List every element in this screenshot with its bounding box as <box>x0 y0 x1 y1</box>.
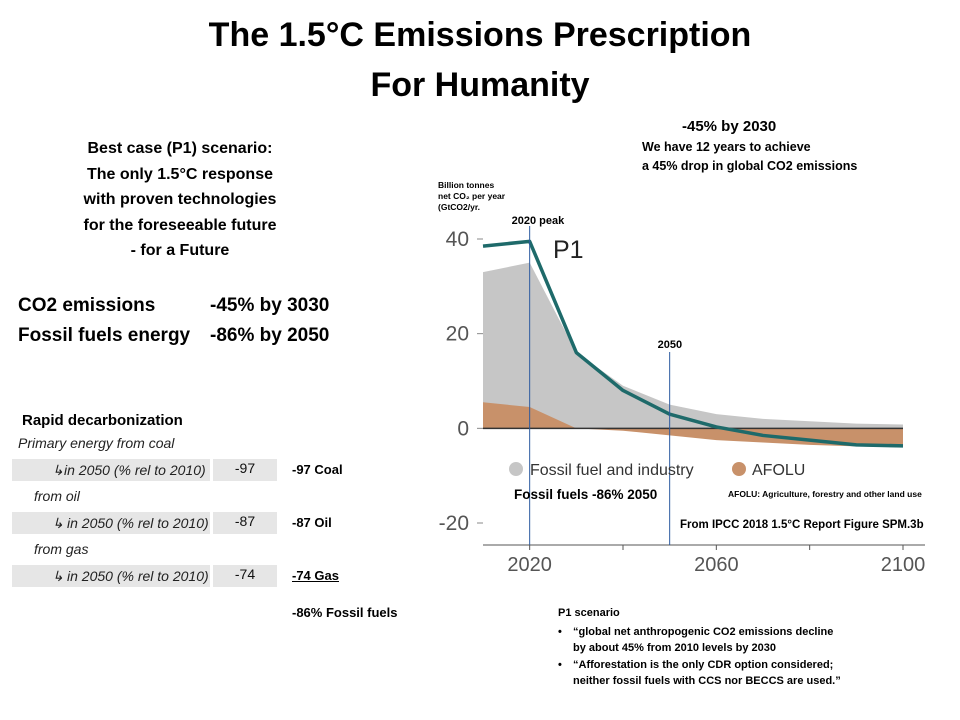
marker-label: 2020 peak <box>512 215 565 227</box>
decarb-value-gas: -74 <box>213 565 277 587</box>
decarb-side-gas: -74 Gas <box>292 568 339 583</box>
page-title-line1: The 1.5°C Emissions Prescription <box>208 16 752 54</box>
summary-label-fossil: Fossil fuels energy <box>18 325 191 346</box>
legend-swatch-afolu <box>732 462 746 476</box>
decarb-heading-gas: from gas <box>34 541 89 557</box>
decarb-value-oil: -87 <box>213 512 277 534</box>
headline-line2: a 45% drop in global CO2 emissions <box>642 159 858 173</box>
legend-label-fossil: Fossil fuel and industry <box>530 462 694 479</box>
decarb-row-label: in 2050 (% rel to 2010) <box>67 568 209 584</box>
scenario-line: Best case (P1) scenario: <box>87 140 273 157</box>
y-tick-label: 0 <box>457 417 469 440</box>
row-arrow-icon: ↳ <box>52 568 64 584</box>
scenario-line: for the foreseeable future <box>83 216 277 234</box>
decarb-side-oil: -87 Oil <box>292 515 332 530</box>
y-tick-label: 20 <box>446 323 469 346</box>
decarb-value-coal: -97 <box>213 459 277 481</box>
marker-label: 2050 <box>658 339 682 351</box>
summary-value-co2: -45% by 3030 <box>210 295 330 316</box>
decarb-heading-coal: Primary energy from coal <box>18 435 175 451</box>
source-annotation: From IPCC 2018 1.5°C Report Figure SPM.3… <box>680 519 924 531</box>
p1-note-line: “Afforestation is the only CDR option co… <box>573 659 834 671</box>
scenario-line: The only 1.5°C response <box>86 165 273 183</box>
decarb-title: Rapid decarbonization <box>22 412 183 429</box>
y-axis-label-line: (GtCO2/yr. <box>438 202 481 212</box>
fossil-fuel-area <box>483 262 903 429</box>
decarb-total: -86% Fossil fuels <box>292 605 398 620</box>
fossil-annotation: Fossil fuels -86% 2050 <box>514 487 658 502</box>
legend-swatch-fossil <box>509 462 523 476</box>
headline-target: -45% by 2030 <box>682 118 777 135</box>
legend-label-afolu: AFOLU <box>752 462 805 479</box>
chart-title: P1 <box>553 236 584 264</box>
p1-note-title: P1 scenario <box>558 607 620 619</box>
decarb-heading-oil: from oil <box>34 488 80 504</box>
page-title-line2: For Humanity <box>370 66 590 104</box>
y-tick-label: 40 <box>446 228 469 251</box>
decarb-side-coal: -97 Coal <box>292 462 343 477</box>
row-arrow-icon: ↳ <box>52 462 64 478</box>
bullet-icon: • <box>558 626 562 638</box>
p1-note-line: neither fossil fuels with CCS nor BECCS … <box>573 675 841 687</box>
summary-label-co2: CO2 emissions <box>18 295 156 316</box>
decarb-row-label: in 2050 (% rel to 2010) <box>67 515 209 531</box>
y-axis-label-line: net CO₂ per year <box>438 191 506 201</box>
headline-line1: We have 12 years to achieve <box>642 140 811 154</box>
x-tick-label: 2060 <box>694 554 739 576</box>
net-emissions-line <box>482 239 904 448</box>
afolu-annotation: AFOLU: Agriculture, forestry and other l… <box>728 489 922 499</box>
decarb-row-gas: ↳ in 2050 (% rel to 2010) <box>12 565 210 587</box>
y-axis-label: Billion tonnes net CO₂ per year (GtCO2/y… <box>438 180 505 213</box>
scenario-description: Best case (P1) scenario: The only 1.5°C … <box>40 136 320 264</box>
bullet-icon: • <box>558 659 562 671</box>
p1-note-line: by about 45% from 2010 levels by 2030 <box>573 642 776 654</box>
p1-note-line: “global net anthropogenic CO2 emissions … <box>573 626 834 638</box>
y-axis-label-line: Billion tonnes <box>438 180 495 190</box>
x-tick-label: 2020 <box>507 554 552 576</box>
scenario-line: - for a Future <box>130 242 230 259</box>
decarb-row-oil: ↳ in 2050 (% rel to 2010) <box>12 512 210 534</box>
row-arrow-icon: ↳ <box>52 515 64 531</box>
decarb-row-coal: ↳ in 2050 (% rel to 2010) <box>12 459 210 481</box>
scenario-line: with proven technologies <box>83 191 277 208</box>
x-tick-label: 2100 <box>881 554 926 576</box>
y-tick-label: -20 <box>439 512 469 535</box>
afolu-area <box>483 402 903 448</box>
summary-value-fossil: -86% by 2050 <box>210 325 330 346</box>
decarb-row-label: in 2050 (% rel to 2010) <box>64 462 206 478</box>
